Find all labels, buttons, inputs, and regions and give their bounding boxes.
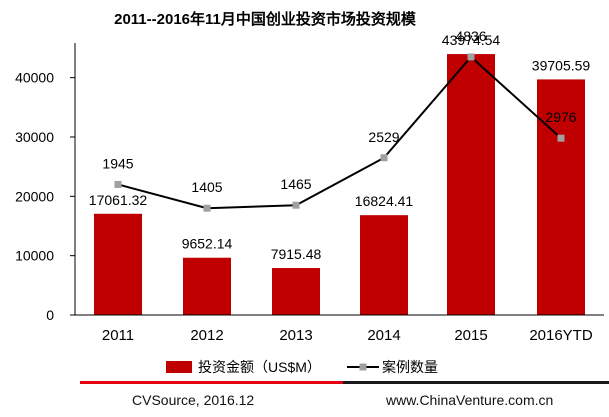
case-count-marker xyxy=(467,53,475,61)
x-tick-label: 2012 xyxy=(190,327,223,344)
y-tick-label: 10000 xyxy=(15,248,54,264)
x-tick-label: 2016YTD xyxy=(529,327,593,344)
case-count-label: 2976 xyxy=(545,109,576,125)
case-count-marker xyxy=(557,134,565,142)
bar-value-label: 17061.32 xyxy=(89,192,148,208)
x-tick-label: 2014 xyxy=(367,327,400,344)
x-tick-label: 2015 xyxy=(454,327,487,344)
line-series: 1945 1405 1465 2529 4836 2976 xyxy=(102,28,577,212)
case-count-marker xyxy=(380,154,388,162)
case-count-label: 1465 xyxy=(280,176,311,192)
legend-marker-cases xyxy=(359,363,367,371)
bar-2013 xyxy=(272,268,320,315)
case-count-label: 4836 xyxy=(455,28,486,44)
case-count-line xyxy=(117,55,562,210)
case-count-marker xyxy=(203,204,211,212)
bar-2016YTD xyxy=(537,79,585,315)
legend-label-amount: 投资金额（US$M） xyxy=(198,359,321,375)
footer-divider-black xyxy=(343,381,609,384)
legend: 投资金额（US$M） 案例数量 xyxy=(166,359,438,375)
footer-divider-red xyxy=(80,381,343,384)
case-count-label: 1945 xyxy=(102,155,133,171)
bar-value-label: 39705.59 xyxy=(532,57,591,73)
bar-2014 xyxy=(360,215,408,315)
bar-value-labels: 17061.32 9652.14 7915.48 16824.41 43974.54 39… xyxy=(89,32,591,262)
legend-label-cases: 案例数量 xyxy=(382,359,438,375)
case-count-marker xyxy=(292,201,300,209)
bar-2015 xyxy=(447,54,495,315)
source-note: CVSource, 2016.12 xyxy=(132,392,255,408)
x-tick-label: 2011 xyxy=(102,327,134,344)
case-count-marker xyxy=(114,180,122,188)
y-tick-label: 30000 xyxy=(15,129,54,145)
bar-2012 xyxy=(183,257,231,315)
x-tick-label: 2013 xyxy=(279,327,312,344)
x-axis: 2011 2012 2013 2014 2015 2016YTD xyxy=(75,314,604,344)
bar-value-label: 7915.48 xyxy=(271,246,322,262)
case-count-label: 2529 xyxy=(368,129,399,145)
bar-series xyxy=(94,54,585,315)
bar-2011 xyxy=(94,213,142,315)
y-axis: 0 10000 20000 30000 40000 xyxy=(15,43,76,323)
chart-title: 2011--2016年11月中国创业投资市场投资规模 xyxy=(114,10,417,28)
bar-value-label: 16824.41 xyxy=(355,193,414,209)
y-tick-label: 20000 xyxy=(15,188,54,204)
legend-swatch-amount xyxy=(166,361,192,373)
bar-value-label: 9652.14 xyxy=(182,236,233,252)
bar-value-label: 43974.54 xyxy=(442,32,501,48)
y-tick-label: 0 xyxy=(46,307,54,323)
source-website: www.ChinaVenture.com.cn xyxy=(386,392,554,408)
case-count-label: 1405 xyxy=(191,179,222,195)
y-tick-label: 40000 xyxy=(15,70,54,86)
